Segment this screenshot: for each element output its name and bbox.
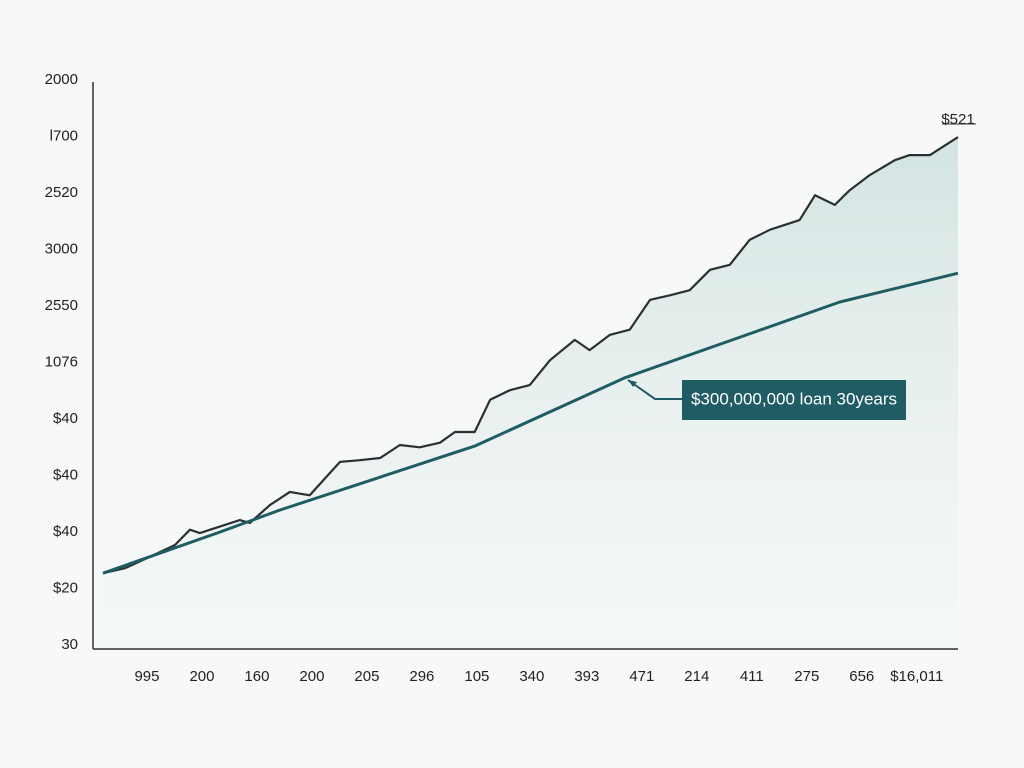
x-tick-label: 200 [189, 668, 214, 685]
y-tick-label: $40 [53, 410, 78, 427]
x-tick-label: $16,011 [890, 668, 943, 685]
x-tick-label: 205 [354, 668, 379, 685]
y-tick-label: $20 [53, 579, 78, 596]
y-tick-label: l700 [50, 127, 78, 144]
x-tick-label: 995 [134, 668, 159, 685]
x-tick-label: 393 [574, 668, 599, 685]
x-tick-label: 296 [409, 668, 434, 685]
x-tick-label: 471 [629, 668, 654, 685]
end-label: $521 [941, 111, 974, 128]
y-tick-label: $40 [53, 466, 78, 483]
line-series [102, 271, 959, 575]
area-fill [102, 137, 958, 645]
x-tick-label: 656 [849, 668, 874, 685]
y-tick-label: 2550 [45, 297, 78, 314]
x-tick-label: 160 [244, 668, 269, 685]
y-tick-label: 1076 [45, 353, 78, 370]
y-tick-label: 2000 [45, 71, 78, 88]
x-tick-label: 275 [794, 668, 819, 685]
x-tick-label: 200 [299, 668, 324, 685]
annotation-arrow [627, 379, 682, 400]
y-tick-label: 3000 [45, 240, 78, 257]
x-tick-label: 411 [740, 668, 764, 685]
y-tick-label: 2520 [45, 184, 78, 201]
annotation-box [682, 380, 906, 420]
y-tick-label: 30 [61, 636, 78, 653]
annotation-text: $300,000,000 loan 30years [691, 389, 897, 408]
x-tick-label: 214 [684, 668, 709, 685]
arrow-head [628, 380, 637, 387]
x-tick-label: 105 [464, 668, 489, 685]
y-tick-label: $40 [53, 523, 78, 540]
line-series [102, 136, 959, 575]
x-tick-label: 340 [519, 668, 544, 685]
